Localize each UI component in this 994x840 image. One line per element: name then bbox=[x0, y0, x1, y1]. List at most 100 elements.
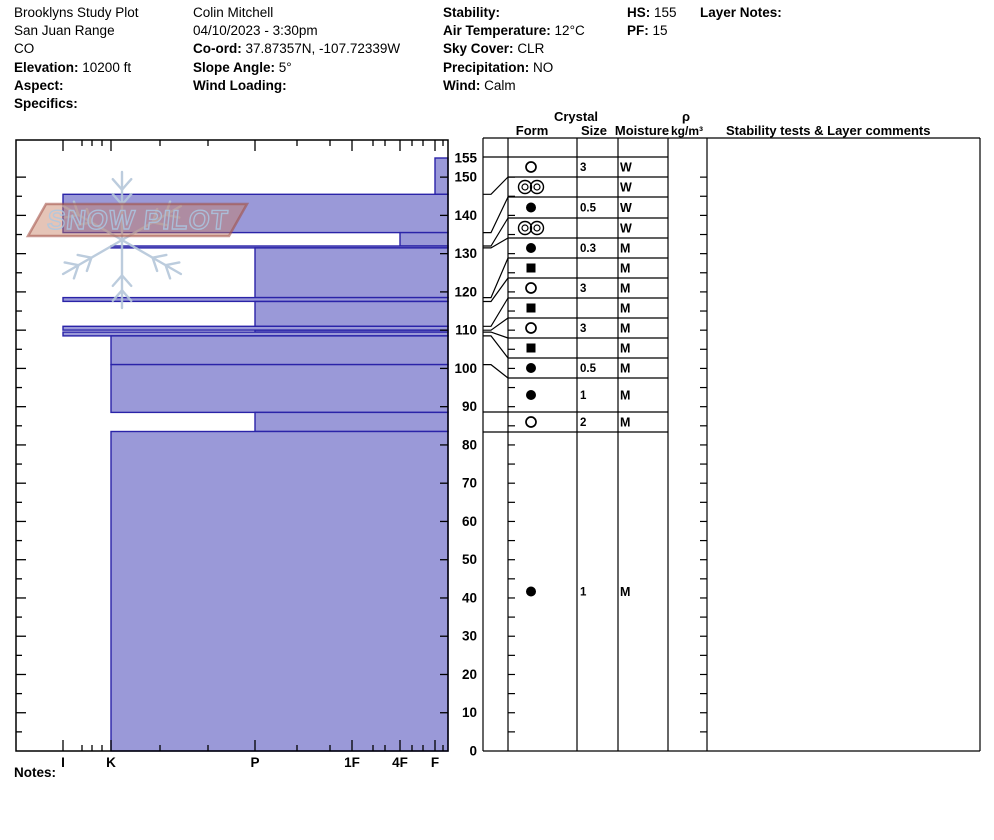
header-field-label: Wind: bbox=[443, 77, 481, 93]
depth-label-60: 60 bbox=[462, 514, 477, 529]
header-field-value: CO bbox=[14, 41, 35, 57]
layer-row-5: 0.3 M bbox=[526, 242, 630, 256]
depth-leader-line bbox=[483, 217, 509, 247]
depth-label-50: 50 bbox=[462, 552, 477, 567]
depth-leader-line bbox=[483, 364, 509, 379]
depth-label-120: 120 bbox=[454, 284, 477, 299]
moisture: M bbox=[620, 242, 630, 256]
header-line: Elevation: 10200 ft bbox=[14, 59, 139, 77]
layer-bar-3 bbox=[399, 231, 449, 247]
header-field-value: NO bbox=[533, 59, 554, 75]
header-column-4: HS: 155 PF: 15 bbox=[627, 4, 677, 40]
depth-leader-line bbox=[483, 196, 509, 234]
layer-table-rows: 3 WW0.5 WW0.3 MM3 MM3 MM0.5 M1 M2 M1 M bbox=[517, 161, 632, 599]
header-field-label: Stability: bbox=[443, 5, 501, 20]
moisture: M bbox=[620, 585, 630, 599]
snowflake-icon bbox=[61, 170, 183, 310]
moisture: M bbox=[620, 416, 630, 430]
grain-size: 0.3 bbox=[580, 243, 596, 255]
moisture: M bbox=[620, 362, 630, 376]
header-comments: Stability tests & Layer comments bbox=[726, 123, 930, 138]
depth-label-80: 80 bbox=[462, 437, 477, 452]
hardness-label-1F: 1F bbox=[344, 755, 360, 770]
layer-bar-7 bbox=[254, 300, 449, 328]
header-size: Size bbox=[581, 123, 607, 138]
layer-row-10: M bbox=[526, 342, 630, 356]
header-crystal: Crystal bbox=[554, 109, 598, 124]
notes-label-text: Notes: bbox=[14, 765, 57, 780]
logo-text: SNOW PILOT bbox=[46, 204, 230, 235]
depth-leader-line bbox=[483, 237, 509, 249]
grain-size: 1 bbox=[580, 587, 587, 599]
grain-size: 0.5 bbox=[580, 363, 597, 375]
header-line: Air Temperature: 12°C bbox=[443, 22, 585, 40]
grain-size: 3 bbox=[580, 283, 586, 295]
header-line: Slope Angle: 5° bbox=[193, 59, 400, 77]
header-line: Brooklyns Study Plot bbox=[14, 4, 139, 22]
hardness-ticks bbox=[16, 140, 448, 751]
header-form: Form bbox=[516, 123, 549, 138]
grain-size: 3 bbox=[580, 323, 586, 335]
layer-bar-12 bbox=[110, 363, 449, 414]
header-moisture: Moisture bbox=[615, 123, 669, 138]
depth-label-110: 110 bbox=[455, 323, 477, 338]
header-field-value: Calm bbox=[484, 77, 516, 93]
grain-size: 2 bbox=[580, 417, 586, 429]
header-line: San Juan Range bbox=[14, 22, 139, 40]
grain-size: 1 bbox=[580, 390, 587, 402]
header-field-label: HS: bbox=[627, 5, 651, 20]
layer-table-headers: Crystal Form Size Moisture ρkg/m³ Stability t… bbox=[516, 109, 931, 138]
layer-bar-13 bbox=[254, 411, 449, 433]
snowpilot-logo: SNOW PILOT bbox=[25, 170, 250, 310]
header-field-value: 10200 ft bbox=[82, 59, 132, 75]
header-line: Colin Mitchell bbox=[193, 4, 400, 22]
header-line: HS: 155 bbox=[627, 4, 677, 22]
grain-size: 0.5 bbox=[580, 203, 597, 215]
depth-label-10: 10 bbox=[462, 705, 477, 720]
layer-bar-1 bbox=[434, 157, 449, 195]
header-column-5: Layer Notes: bbox=[700, 4, 782, 22]
header-density-rho: ρ bbox=[682, 109, 690, 124]
moisture: M bbox=[620, 282, 630, 296]
header-field-label: Aspect: bbox=[14, 77, 64, 93]
header-field-label: Elevation: bbox=[14, 59, 79, 75]
depth-label-0: 0 bbox=[469, 744, 477, 759]
layer-row-3: 0.5 W bbox=[526, 201, 632, 215]
header-field-value: Brooklyns Study Plot bbox=[14, 5, 139, 20]
header-field-label: Slope Angle: bbox=[193, 59, 276, 75]
depth-leader-line bbox=[483, 297, 509, 327]
header-line: Sky Cover: CLR bbox=[443, 40, 585, 58]
depth-leader-line bbox=[483, 277, 509, 303]
depth-label-130: 130 bbox=[454, 246, 477, 261]
layer-bar-2 bbox=[62, 193, 449, 234]
layer-row-11: 0.5 M bbox=[526, 362, 630, 376]
header-field-value: 15 bbox=[652, 23, 668, 39]
pit-header: Brooklyns Study Plot San Juan Range CO Elev… bbox=[0, 0, 994, 120]
header-line: Specifics: bbox=[14, 95, 139, 113]
logo-banner bbox=[25, 202, 250, 238]
hardness-axis-labels: I K P 1F 4F F bbox=[61, 755, 439, 770]
header-field-label: Air Temperature: bbox=[443, 23, 551, 39]
header-line: Wind: Calm bbox=[443, 77, 585, 95]
header-column-2: Colin Mitchell 04/10/2023 - 3:30pm Co-ord:… bbox=[193, 4, 400, 95]
hardness-bars bbox=[62, 157, 449, 752]
moisture: W bbox=[620, 222, 632, 236]
header-density-units: kg/m³ bbox=[671, 124, 703, 138]
moisture: M bbox=[620, 302, 630, 316]
depth-label-30: 30 bbox=[462, 629, 477, 644]
depth-leader-line bbox=[483, 317, 509, 331]
layer-row-6: M bbox=[526, 262, 630, 276]
header-field-label: Layer Notes: bbox=[700, 5, 782, 20]
depth-label-140: 140 bbox=[454, 208, 477, 223]
hardness-label-P: P bbox=[250, 755, 259, 770]
header-line: Layer Notes: bbox=[700, 4, 782, 22]
header-field-label: Co-ord: bbox=[193, 41, 242, 57]
header-line: Co-ord: 37.87357N, -107.72339W bbox=[193, 40, 400, 58]
moisture: M bbox=[620, 322, 630, 336]
